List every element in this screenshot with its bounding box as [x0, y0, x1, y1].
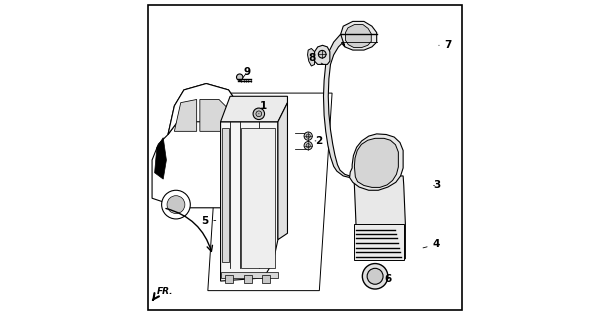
Circle shape: [256, 111, 262, 117]
Text: FR.: FR.: [157, 287, 174, 296]
Circle shape: [222, 190, 251, 219]
Polygon shape: [152, 109, 260, 208]
Text: 9: 9: [243, 68, 251, 77]
Polygon shape: [350, 134, 403, 190]
Text: 2: 2: [315, 136, 322, 146]
Bar: [262, 275, 270, 283]
Polygon shape: [174, 100, 196, 131]
Text: 5: 5: [201, 216, 216, 226]
Circle shape: [318, 50, 326, 58]
Polygon shape: [242, 128, 274, 268]
Polygon shape: [323, 34, 350, 178]
Text: 7: 7: [439, 40, 452, 50]
Circle shape: [306, 134, 310, 138]
Polygon shape: [154, 138, 167, 179]
Text: 6: 6: [385, 274, 392, 284]
Text: 1: 1: [259, 101, 267, 114]
Text: 4: 4: [423, 239, 440, 249]
Circle shape: [253, 108, 265, 120]
Circle shape: [362, 264, 388, 289]
Polygon shape: [340, 21, 377, 50]
Polygon shape: [354, 138, 398, 188]
Circle shape: [367, 268, 383, 284]
Circle shape: [304, 141, 312, 150]
Polygon shape: [315, 45, 330, 64]
Text: 3: 3: [434, 180, 441, 190]
Bar: [245, 275, 253, 283]
Polygon shape: [278, 103, 287, 240]
Bar: [354, 224, 404, 260]
Circle shape: [162, 190, 190, 219]
Circle shape: [306, 144, 310, 148]
Circle shape: [167, 196, 185, 213]
Circle shape: [228, 196, 245, 213]
Polygon shape: [307, 49, 315, 66]
Polygon shape: [222, 128, 229, 262]
Polygon shape: [221, 96, 287, 122]
Polygon shape: [221, 271, 278, 278]
Polygon shape: [221, 122, 278, 281]
Polygon shape: [168, 84, 242, 134]
Text: 8: 8: [309, 53, 323, 64]
Polygon shape: [350, 173, 406, 259]
Polygon shape: [200, 100, 232, 131]
Circle shape: [304, 132, 312, 140]
Circle shape: [237, 74, 243, 80]
Bar: [225, 275, 233, 283]
Polygon shape: [345, 25, 371, 48]
